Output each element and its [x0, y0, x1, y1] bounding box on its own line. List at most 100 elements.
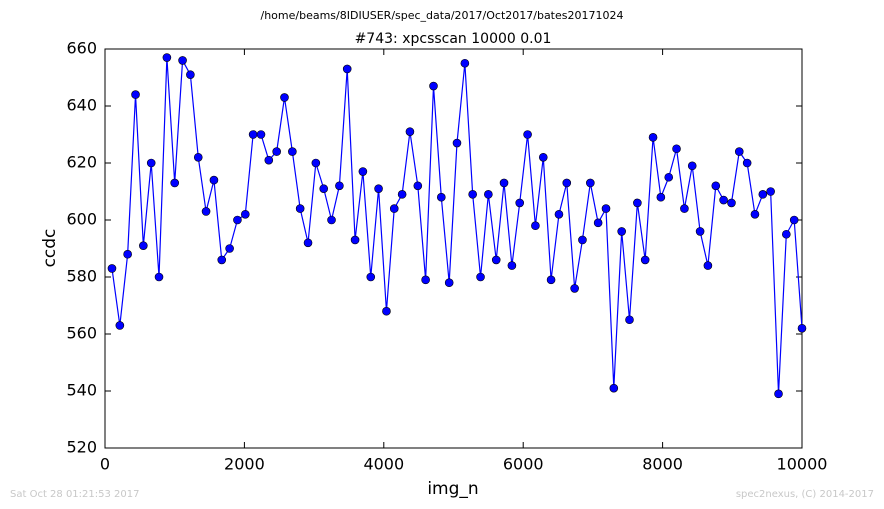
- data-point: [797, 323, 807, 333]
- data-point: [170, 178, 179, 188]
- data-point: [178, 56, 187, 65]
- data-point: [625, 315, 634, 325]
- data-point: [272, 147, 281, 156]
- y-tick-label: 600: [66, 210, 97, 229]
- data-point: [131, 90, 140, 99]
- y-tick-label: 560: [66, 324, 97, 343]
- footer-right: spec2nexus, (C) 2014-2017: [736, 489, 874, 500]
- data-point: [123, 249, 132, 259]
- data-point: [750, 210, 760, 219]
- x-tick-label: 8000: [642, 455, 683, 474]
- data-point: [578, 235, 587, 245]
- data-point: [342, 64, 352, 74]
- data-point: [335, 181, 344, 191]
- data-point: [711, 181, 721, 191]
- data-point: [209, 175, 219, 185]
- data-point: [162, 53, 172, 62]
- data-point: [405, 127, 415, 136]
- suptitle: /home/beams/8IDIUSER/spec_data/2017/Oct2…: [261, 9, 624, 22]
- data-point: [280, 93, 289, 102]
- data-point: [154, 272, 164, 282]
- data-point: [233, 215, 242, 225]
- data-point: [491, 255, 501, 265]
- data-point: [515, 198, 525, 208]
- data-point: [476, 272, 485, 282]
- data-point: [429, 81, 438, 91]
- x-tick-label: 2000: [224, 455, 265, 474]
- data-point: [217, 255, 227, 265]
- data-point: [350, 235, 360, 245]
- data-point: [538, 153, 548, 162]
- data-point: [680, 204, 689, 213]
- data-point: [225, 244, 234, 253]
- data-point: [734, 147, 744, 156]
- data-point: [554, 210, 564, 219]
- data-point: [766, 187, 775, 196]
- x-tick-label: 6000: [503, 455, 544, 474]
- data-point: [186, 70, 195, 79]
- data-point: [695, 227, 705, 236]
- data-point: [421, 275, 430, 285]
- data-point: [570, 284, 579, 293]
- data-point: [389, 204, 399, 213]
- data-point: [115, 321, 125, 330]
- data-point: [146, 158, 156, 168]
- data-point: [789, 215, 799, 225]
- data-point: [374, 184, 383, 193]
- data-point: [303, 238, 313, 248]
- data-point: [256, 130, 266, 139]
- x-tick-label: 10000: [777, 455, 828, 474]
- data-point: [264, 155, 274, 165]
- data-point: [193, 153, 203, 162]
- data-point: [609, 383, 619, 393]
- data-point: [139, 241, 148, 250]
- data-point: [413, 181, 423, 191]
- data-point: [468, 190, 477, 199]
- data-point: [397, 190, 407, 199]
- data-point: [499, 178, 509, 188]
- data-point: [382, 306, 391, 316]
- data-point: [727, 198, 736, 208]
- data-line: [111, 57, 803, 394]
- data-point: [586, 178, 595, 188]
- data-point: [523, 130, 532, 139]
- data-point: [507, 261, 517, 270]
- data-point: [742, 158, 752, 168]
- data-point: [562, 178, 572, 188]
- data-point: [648, 133, 658, 142]
- data-point: [719, 195, 728, 205]
- chart-title: #743: xpcsscan 10000 0.01: [355, 31, 552, 47]
- data-point: [452, 138, 462, 148]
- data-point: [327, 215, 336, 225]
- data-point: [444, 278, 454, 288]
- x-axis-label: img_n: [427, 479, 478, 499]
- data-point: [774, 389, 783, 399]
- data-point: [107, 264, 117, 273]
- data-point: [703, 261, 713, 270]
- data-point: [633, 198, 642, 208]
- data-point: [319, 184, 329, 193]
- data-point: [288, 147, 297, 156]
- footer-left: Sat Oct 28 01:21:53 2017: [10, 489, 140, 500]
- data-point: [437, 192, 446, 202]
- data-point: [201, 207, 211, 216]
- data-point: [295, 204, 305, 213]
- y-tick-label: 660: [66, 39, 97, 58]
- data-point: [601, 204, 611, 213]
- data-point: [640, 255, 650, 265]
- data-point: [358, 167, 368, 176]
- y-axis-label: ccdc: [40, 229, 60, 268]
- data-point: [687, 161, 697, 171]
- data-point: [664, 172, 674, 182]
- data-point: [531, 221, 540, 230]
- data-point: [248, 130, 258, 139]
- data-point: [311, 158, 321, 168]
- plot-frame: [104, 48, 803, 449]
- x-tick-label: 0: [100, 455, 110, 474]
- data-point: [617, 227, 626, 236]
- y-tick-label: 540: [66, 381, 97, 400]
- data-point: [546, 275, 556, 285]
- data-point: [672, 144, 681, 154]
- x-tick-label: 4000: [363, 455, 404, 474]
